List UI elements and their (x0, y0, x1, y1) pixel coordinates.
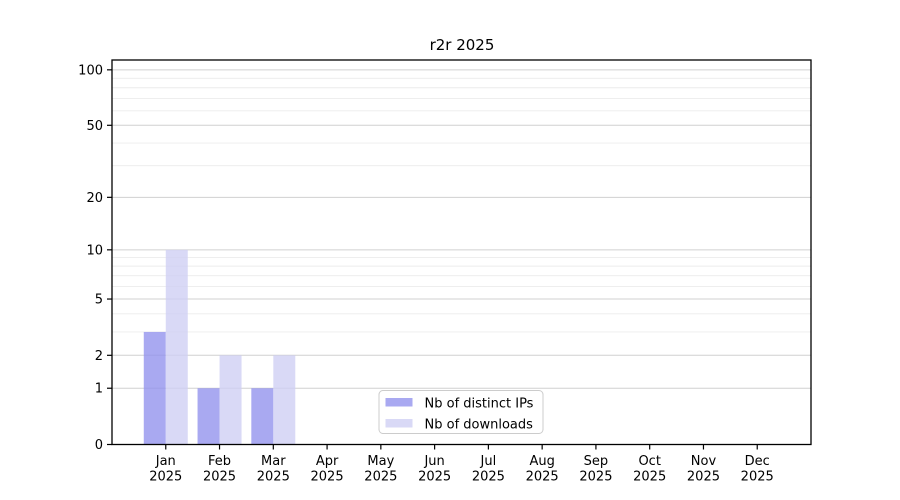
y-tick-label: 0 (95, 438, 103, 453)
bar-distinct-ips-mar (251, 388, 274, 445)
x-tick-label-year: 2025 (149, 470, 182, 485)
legend: Nb of distinct IPs Nb of downloads (378, 390, 544, 434)
gridlines (112, 69, 811, 389)
y-tick-label: 20 (86, 191, 103, 206)
chart-title: r2r 2025 (430, 36, 495, 54)
axes: 0125102050100Jan2025Feb2025Mar2025Apr202… (78, 63, 774, 484)
bar-downloads-feb (219, 355, 242, 445)
legend-swatch-downloads (385, 419, 413, 428)
x-tick-label-year: 2025 (311, 470, 344, 485)
x-tick-label-month: Nov (691, 454, 717, 469)
y-tick-label: 100 (78, 63, 103, 78)
bar-downloads-mar (273, 355, 296, 445)
plot-frame (111, 59, 812, 446)
x-tick-label-year: 2025 (364, 470, 397, 485)
legend-box (378, 390, 544, 434)
x-tick-label-month: Aug (529, 454, 554, 469)
legend-swatch-distinct-ips (385, 398, 413, 407)
x-tick-label-year: 2025 (633, 470, 666, 485)
y-tick-label: 10 (86, 243, 103, 258)
y-tick-label: 50 (86, 119, 103, 134)
x-tick-label-month: Mar (261, 454, 286, 469)
x-tick-label-month: Jun (423, 454, 444, 469)
x-tick-label-month: Apr (316, 454, 339, 469)
x-tick-label-month: Feb (208, 454, 231, 469)
x-tick-label-year: 2025 (257, 470, 290, 485)
x-tick-label-year: 2025 (526, 470, 559, 485)
x-tick-label-year: 2025 (472, 470, 505, 485)
x-tick-label-year: 2025 (687, 470, 720, 485)
x-tick-label-year: 2025 (418, 470, 451, 485)
bar-distinct-ips-jan (143, 331, 166, 445)
x-tick-label-month: Oct (638, 454, 660, 469)
bar-downloads-jan (165, 249, 188, 445)
bar-distinct-ips-feb (197, 388, 220, 445)
x-tick-label-month: May (367, 454, 394, 469)
x-tick-label-year: 2025 (579, 470, 612, 485)
x-tick-label-year: 2025 (741, 470, 774, 485)
x-tick-label-year: 2025 (203, 470, 236, 485)
legend-label-downloads: Nb of downloads (425, 418, 534, 433)
legend-label-distinct-ips: Nb of distinct IPs (425, 397, 534, 412)
x-tick-label-month: Sep (584, 454, 609, 469)
x-tick-label-month: Jul (480, 454, 497, 469)
y-tick-label: 5 (95, 293, 103, 308)
bars (143, 249, 296, 445)
y-tick-label: 1 (95, 382, 103, 397)
x-tick-label-month: Jan (155, 454, 176, 469)
y-tick-label: 2 (95, 349, 103, 364)
x-tick-label-month: Dec (745, 454, 770, 469)
